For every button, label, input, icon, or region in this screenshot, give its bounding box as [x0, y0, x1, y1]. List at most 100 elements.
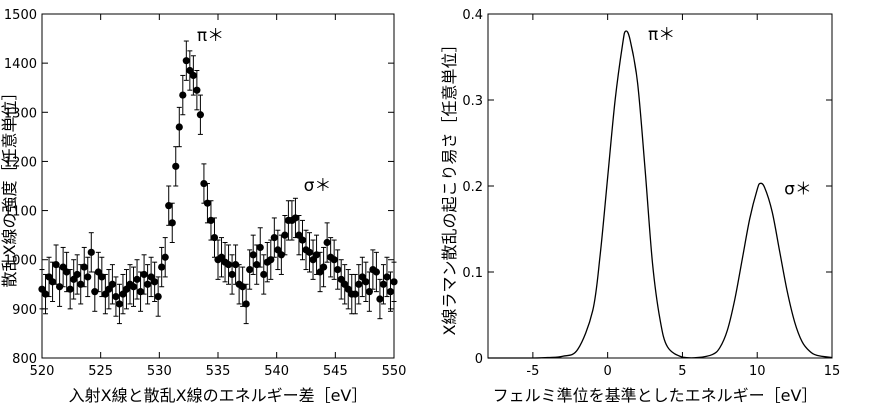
data-point: [228, 254, 236, 295]
data-point: [312, 234, 321, 275]
data-marker: [77, 280, 85, 288]
x-tick-label-left: 535: [206, 364, 231, 379]
x-tick-label-left: 550: [382, 364, 407, 379]
data-point: [108, 264, 116, 305]
data-point: [41, 273, 50, 315]
x-tick-label-right: 0: [604, 364, 612, 379]
data-point: [362, 261, 370, 302]
data-marker: [239, 283, 247, 291]
y-tick-label-left: 900: [12, 303, 37, 318]
annotation-sigma-star-right: σ＊: [784, 180, 812, 200]
series-line-right: [488, 30, 833, 359]
data-marker: [277, 251, 285, 259]
data-point: [87, 232, 95, 273]
data-marker: [168, 219, 176, 227]
data-point: [70, 259, 78, 300]
x-tick-label-left: 540: [264, 364, 289, 379]
data-point: [203, 183, 212, 224]
x-tick-label-left: 520: [30, 364, 55, 379]
data-marker: [63, 268, 71, 276]
x-axis-label-left: 入射X線と散乱X線のエネルギー差［eV］: [69, 386, 368, 405]
data-marker: [203, 199, 212, 207]
data-marker: [144, 280, 152, 288]
data-marker: [246, 265, 254, 274]
data-point: [165, 185, 173, 226]
data-marker: [200, 179, 208, 188]
data-marker: [80, 263, 88, 271]
data-marker: [52, 261, 60, 269]
data-point: [267, 239, 275, 280]
data-point: [140, 254, 148, 295]
data-marker: [372, 268, 380, 276]
xray-raman-probability-chart: -5 0 5 10 15 0 0.1 0.2 0.3 0.4 フェルミ準位を基準としたエネルギー［…: [440, 8, 840, 405]
y-tick-label-left: 1200: [4, 155, 37, 170]
data-point: [323, 222, 331, 263]
y-tick-label-right: 0.4: [462, 8, 483, 23]
data-marker: [112, 292, 120, 301]
data-point: [119, 273, 127, 315]
data-point: [337, 259, 345, 300]
data-marker: [267, 256, 275, 264]
data-point: [341, 264, 349, 305]
data-point: [210, 217, 219, 258]
data-point: [281, 214, 289, 256]
data-point: [168, 202, 176, 244]
data-point: [186, 50, 194, 91]
data-point: [129, 266, 138, 307]
data-point: [305, 232, 314, 273]
data-point: [94, 251, 102, 293]
data-marker: [129, 283, 138, 291]
data-marker: [140, 270, 148, 279]
data-point: [182, 40, 190, 81]
data-point: [200, 163, 208, 204]
data-point: [330, 239, 338, 280]
data-point: [232, 244, 240, 285]
data-point: [133, 259, 141, 300]
data-point: [38, 269, 46, 310]
data-point: [239, 266, 247, 307]
data-marker: [182, 57, 190, 65]
data-point: [390, 261, 398, 302]
data-point: [379, 264, 388, 305]
data-marker: [210, 234, 219, 242]
data-marker: [179, 91, 187, 99]
annotation-pi-star-left: π＊: [197, 26, 224, 46]
data-point: [161, 237, 169, 278]
data-marker: [351, 290, 359, 298]
data-point: [172, 146, 180, 187]
data-marker: [260, 270, 268, 279]
x-tick-label-left: 530: [147, 364, 172, 379]
data-point: [179, 74, 187, 116]
data-marker: [323, 238, 331, 247]
data-point: [270, 217, 278, 258]
data-point: [358, 256, 366, 298]
data-point: [344, 269, 352, 310]
data-marker: [136, 288, 145, 296]
data-point: [80, 246, 88, 288]
data-marker: [48, 278, 57, 286]
data-marker: [242, 300, 250, 308]
y-axis-label-right: X線ラマン散乱の起こり易さ［任意単位］: [440, 37, 459, 336]
data-marker: [291, 214, 300, 222]
x-tick-label-left: 525: [88, 364, 113, 379]
data-marker: [253, 261, 261, 269]
x-tick-label-left: 545: [323, 364, 348, 379]
data-point: [193, 70, 201, 111]
data-point: [365, 271, 373, 312]
data-point: [73, 254, 81, 295]
data-marker: [91, 288, 99, 296]
data-marker: [249, 251, 257, 259]
data-marker: [305, 248, 314, 256]
data-point: [175, 106, 183, 148]
data-marker: [66, 285, 74, 293]
data-point: [63, 251, 71, 293]
x-tick-label-right: 5: [678, 364, 686, 379]
data-point: [196, 94, 204, 135]
y-tick-label-right: 0.3: [462, 94, 483, 109]
data-marker: [365, 288, 373, 296]
y-tick-label-left: 1100: [4, 205, 37, 220]
data-marker: [320, 263, 328, 271]
data-point: [376, 278, 384, 320]
data-marker: [207, 216, 215, 224]
data-marker: [193, 86, 201, 94]
